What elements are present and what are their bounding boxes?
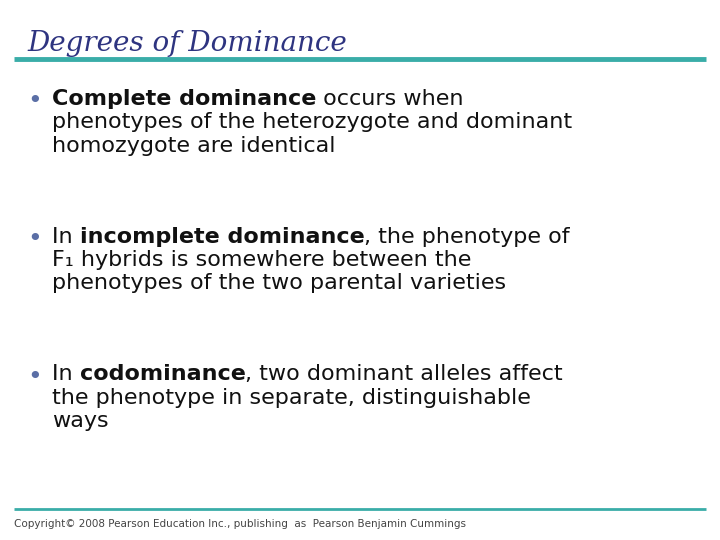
Text: occurs when: occurs when	[316, 89, 464, 109]
Text: homozygote are identical: homozygote are identical	[52, 136, 336, 156]
Text: codominance: codominance	[80, 364, 246, 384]
Text: •: •	[27, 364, 42, 388]
Text: Degrees of Dominance: Degrees of Dominance	[27, 30, 347, 57]
Text: •: •	[27, 89, 42, 113]
Text: Copyright© 2008 Pearson Education Inc., publishing  as  Pearson Benjamin Cumming: Copyright© 2008 Pearson Education Inc., …	[14, 519, 467, 530]
Text: In: In	[52, 227, 80, 247]
Text: , two dominant alleles affect: , two dominant alleles affect	[246, 364, 563, 384]
Text: incomplete dominance: incomplete dominance	[80, 227, 364, 247]
Text: ways: ways	[52, 411, 109, 431]
Text: Complete dominance: Complete dominance	[52, 89, 316, 109]
Text: In: In	[52, 364, 80, 384]
Text: , the phenotype of: , the phenotype of	[364, 227, 570, 247]
Text: •: •	[27, 227, 42, 251]
Text: F₁ hybrids is somewhere between the: F₁ hybrids is somewhere between the	[52, 250, 471, 270]
Text: phenotypes of the two parental varieties: phenotypes of the two parental varieties	[52, 273, 506, 293]
Text: the phenotype in separate, distinguishable: the phenotype in separate, distinguishab…	[52, 388, 531, 408]
Text: phenotypes of the heterozygote and dominant: phenotypes of the heterozygote and domin…	[52, 112, 572, 132]
